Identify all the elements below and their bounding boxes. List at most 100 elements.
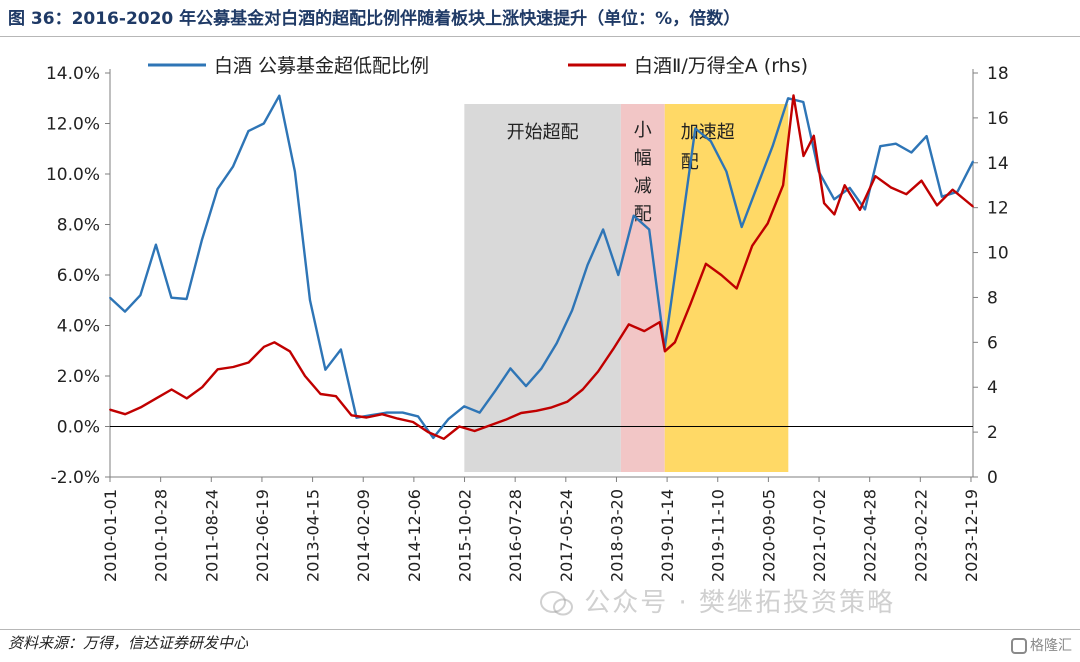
series-2-point <box>396 417 399 420</box>
watermark: 公众号 · 樊继拓投资策略 <box>540 585 895 621</box>
series-2-point <box>109 408 111 411</box>
left-tick-label: 12.0% <box>46 115 100 135</box>
left-tick-label: 0.0% <box>57 418 100 438</box>
series-1-point <box>602 228 605 231</box>
series-2-point <box>627 323 630 326</box>
series-1-point <box>293 170 296 173</box>
shaded-region-3 <box>664 104 789 472</box>
series-1-point <box>725 170 728 173</box>
series-2-point <box>473 430 476 432</box>
right-tick-label: 0 <box>987 468 998 488</box>
series-2-point <box>535 409 538 412</box>
series-1-point <box>941 195 943 198</box>
series-2-point <box>124 413 127 416</box>
x-tick-label: 2016-07-28 <box>506 489 525 582</box>
series-1-point <box>139 294 142 297</box>
series-1-point <box>401 411 404 414</box>
series-1-point <box>232 165 234 168</box>
series-2-point <box>304 375 306 377</box>
watermark-text: 公众号 · 樊继拓投资策略 <box>584 588 896 618</box>
series-2-point <box>792 94 795 97</box>
series-2-point <box>658 321 661 324</box>
series-2-point <box>766 222 769 225</box>
series-2-point <box>232 366 235 368</box>
x-tick-label: 2021-07-02 <box>810 489 829 582</box>
series-1-point <box>447 418 450 420</box>
region-label-reduce-char: 幅 <box>634 148 652 169</box>
legend-label-1: 白酒 公募基金超低配比例 <box>214 55 429 77</box>
series-1-point <box>864 208 866 211</box>
x-tick-label: 2014-02-09 <box>354 489 373 582</box>
series-1-point <box>894 142 897 145</box>
series-line-2 <box>109 94 974 440</box>
series-1-point <box>124 310 126 313</box>
series-2-point <box>155 397 157 400</box>
series-2-point <box>802 155 805 157</box>
left-tick-label: 4.0% <box>57 317 100 337</box>
series-2-point <box>664 350 666 353</box>
series-1-point <box>694 127 697 130</box>
right-tick-label: 2 <box>987 423 998 443</box>
series-1-point <box>679 238 681 241</box>
series-2-point <box>489 424 491 427</box>
series-2-point <box>335 395 337 398</box>
left-tick-label: 14.0% <box>46 64 100 84</box>
series-2-point <box>874 175 877 178</box>
series-1-point <box>740 226 743 228</box>
series-1-point <box>879 145 882 148</box>
left-tick-label: 6.0% <box>57 266 100 286</box>
footer-divider <box>0 629 1080 630</box>
figure-title: 图 36：2016-2020 年公募基金对白酒的超配比例伴随着板块上涨快速提升（… <box>8 9 741 29</box>
series-2-point <box>185 397 188 400</box>
series-1-point <box>432 436 435 439</box>
right-tick-label: 16 <box>987 109 1009 129</box>
series-1-point <box>386 411 388 414</box>
right-tick-label: 18 <box>987 64 1009 84</box>
wechat-icon <box>540 590 574 618</box>
series-1-point <box>540 367 543 370</box>
series-2-point <box>273 341 276 344</box>
series-2-point <box>920 179 923 182</box>
series-2-point <box>566 400 569 403</box>
series-2-point <box>520 412 522 414</box>
series-2-point <box>833 213 836 216</box>
series-1-point <box>201 238 203 241</box>
series-1-point <box>309 299 311 302</box>
series-1-point <box>771 145 774 148</box>
x-tick-label: 2012-06-19 <box>253 489 272 582</box>
series-1-point <box>555 342 558 345</box>
series-1-point <box>340 348 342 351</box>
left-tick-label: 10.0% <box>46 165 100 185</box>
series-1-point <box>262 122 265 125</box>
series-1-point <box>216 188 219 191</box>
x-tick-label: 2019-11-10 <box>709 489 728 582</box>
logo-icon <box>1011 638 1027 654</box>
series-1-point <box>571 309 573 312</box>
x-tick-label: 2010-01-01 <box>101 489 120 582</box>
series-2-point <box>288 350 291 353</box>
series-2-point <box>905 193 908 196</box>
series-1-point <box>185 298 188 300</box>
title-divider <box>0 36 1080 37</box>
series-2-point <box>812 134 815 137</box>
series-2-point <box>858 209 861 211</box>
series-2-point <box>381 413 384 416</box>
x-tick-label: 2015-10-02 <box>456 489 475 582</box>
left-tick-label: 8.0% <box>57 216 100 236</box>
shaded-region-1 <box>464 104 621 472</box>
x-tick-label: 2010-10-28 <box>152 489 171 582</box>
series-1-point <box>756 185 758 188</box>
series-2-point <box>936 204 938 207</box>
right-tick-label: 8 <box>987 288 998 308</box>
region-label-start: 开始超配 <box>507 122 579 143</box>
series-2-point <box>673 341 676 344</box>
series-1-point <box>632 214 635 217</box>
series-1-point <box>586 264 589 266</box>
x-tick-label: 2011-08-24 <box>202 489 221 582</box>
series-2-point <box>216 368 219 371</box>
series-1-point <box>463 405 466 408</box>
series-2-point <box>751 244 754 247</box>
series-2-point <box>597 370 599 373</box>
series-2-point <box>412 421 414 423</box>
